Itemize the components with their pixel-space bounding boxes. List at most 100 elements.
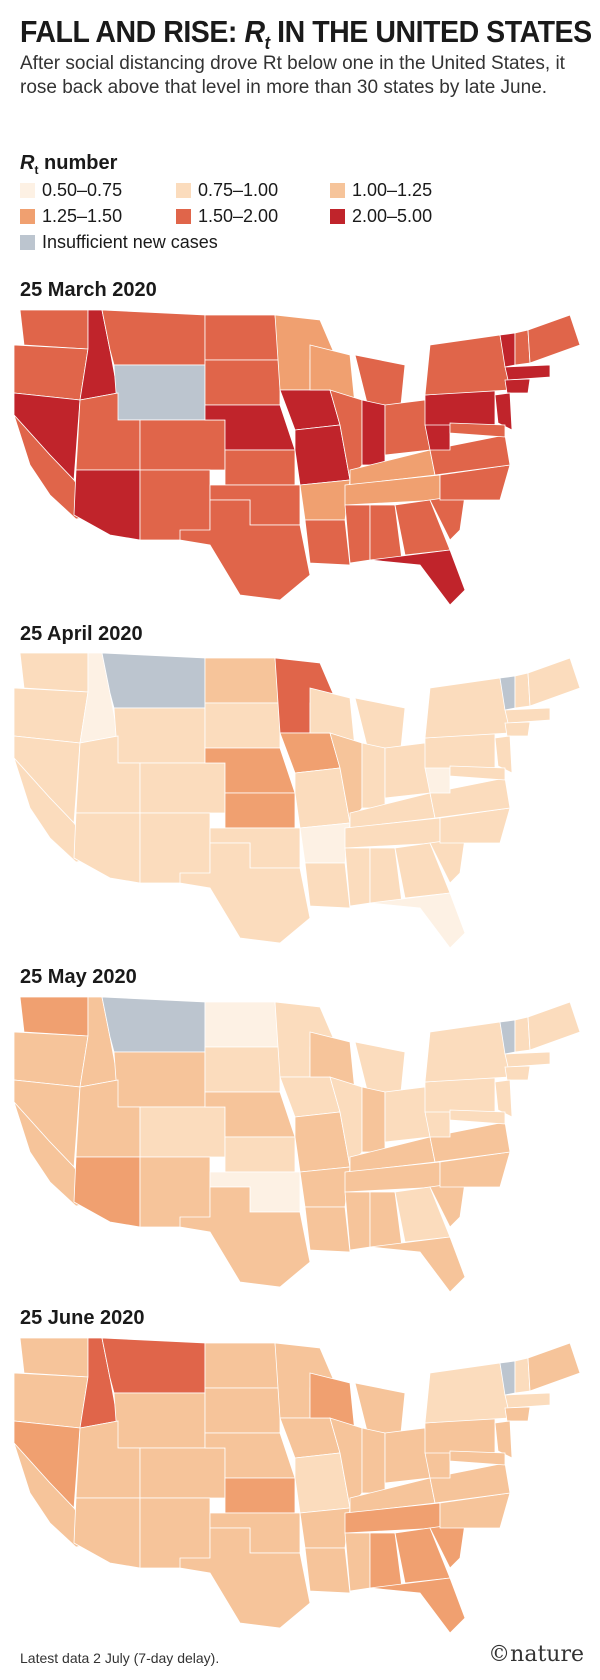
state-nd — [204, 1342, 281, 1389]
state-wa — [19, 652, 89, 693]
title-suffix: IN THE UNITED STATES — [277, 14, 592, 49]
state-ny — [424, 677, 511, 739]
state-me — [527, 314, 581, 364]
state-la — [304, 1206, 351, 1253]
legend-title-rest: number — [38, 152, 118, 174]
legend-label: 1.00–1.25 — [352, 180, 433, 200]
state-wy — [113, 364, 206, 421]
state-ar — [299, 822, 351, 864]
state-nd — [204, 1001, 281, 1048]
legend-label: 1.50–2.00 — [198, 206, 279, 226]
legend-swatch — [20, 209, 35, 224]
state-wy — [113, 1392, 206, 1449]
state-oh — [384, 742, 431, 799]
map-title-march: 25 March 2020 — [20, 279, 157, 301]
legend-item: 1.50–2.00 — [176, 206, 278, 227]
state-oh — [384, 1427, 431, 1484]
state-co — [139, 762, 226, 814]
state-ma — [504, 707, 551, 724]
legend-label: 0.75–1.00 — [198, 180, 279, 200]
state-co — [139, 1106, 226, 1158]
state-ct — [504, 378, 531, 394]
state-pa — [424, 1076, 496, 1113]
footer-note: Latest data 2 July (7-day delay). — [20, 1650, 220, 1666]
state-oh — [384, 1086, 431, 1143]
state-ia — [279, 1076, 341, 1118]
map-title-april: 25 April 2020 — [20, 623, 143, 645]
state-ny — [424, 334, 511, 396]
state-in — [361, 1427, 386, 1494]
state-va — [429, 1462, 511, 1504]
title-rt-sub: t — [264, 33, 270, 54]
state-ks — [224, 449, 296, 486]
state-pa — [424, 732, 496, 769]
state-ks — [224, 1477, 296, 1514]
state-md — [449, 1450, 506, 1466]
legend-item: 1.00–1.25 — [330, 180, 432, 201]
us-map-march — [13, 309, 581, 605]
state-ia — [279, 732, 341, 774]
state-va — [429, 1121, 511, 1163]
state-tx — [179, 842, 311, 944]
state-nj — [494, 392, 513, 431]
state-wa — [19, 996, 89, 1037]
state-sd — [204, 1387, 281, 1434]
state-nh — [514, 329, 531, 366]
state-nm — [139, 812, 211, 884]
state-pa — [424, 389, 496, 426]
state-mt — [101, 1337, 206, 1394]
legend-label: 2.00–5.00 — [352, 206, 433, 226]
state-in — [361, 742, 386, 809]
us-map-april — [13, 652, 581, 948]
state-sd — [204, 359, 281, 406]
legend-swatch — [330, 209, 345, 224]
legend-item: 2.00–5.00 — [330, 206, 432, 227]
state-ma — [504, 1392, 551, 1409]
state-or — [13, 344, 89, 401]
state-az — [73, 469, 141, 541]
map-title-june: 25 June 2020 — [20, 1307, 145, 1329]
state-md — [449, 1109, 506, 1125]
state-me — [527, 657, 581, 707]
state-in — [361, 399, 386, 466]
nature-logo: ©nature — [488, 1642, 584, 1667]
state-wa — [19, 309, 89, 350]
state-nm — [139, 1497, 211, 1569]
state-fl — [369, 892, 466, 948]
state-mt — [101, 309, 206, 366]
legend-item: 0.75–1.00 — [176, 180, 278, 201]
state-sd — [204, 702, 281, 749]
state-nh — [514, 672, 531, 709]
state-tx — [179, 1527, 311, 1629]
map-title-may: 25 May 2020 — [20, 966, 137, 988]
us-map-may — [13, 996, 581, 1292]
state-tx — [179, 499, 311, 601]
state-az — [73, 1156, 141, 1228]
state-md — [449, 765, 506, 781]
state-ct — [504, 721, 531, 737]
state-az — [73, 1497, 141, 1569]
state-oh — [384, 399, 431, 456]
state-nm — [139, 1156, 211, 1228]
legend-swatch — [20, 183, 35, 198]
state-co — [139, 1447, 226, 1499]
state-nd — [204, 314, 281, 361]
state-ma — [504, 1051, 551, 1068]
state-la — [304, 862, 351, 909]
state-nj — [494, 1420, 513, 1459]
state-fl — [369, 1577, 466, 1633]
state-md — [449, 422, 506, 438]
legend-label: 0.50–0.75 — [42, 180, 123, 200]
state-nd — [204, 657, 281, 704]
state-ia — [279, 1417, 341, 1459]
legend-swatch — [176, 183, 191, 198]
state-ia — [279, 389, 341, 431]
state-nj — [494, 1079, 513, 1118]
state-ar — [299, 479, 351, 521]
state-ks — [224, 1136, 296, 1173]
legend-title: Rt number — [20, 152, 117, 177]
state-wa — [19, 1337, 89, 1378]
state-nh — [514, 1357, 531, 1394]
legend-title-sub: t — [34, 163, 39, 177]
state-in — [361, 1086, 386, 1153]
